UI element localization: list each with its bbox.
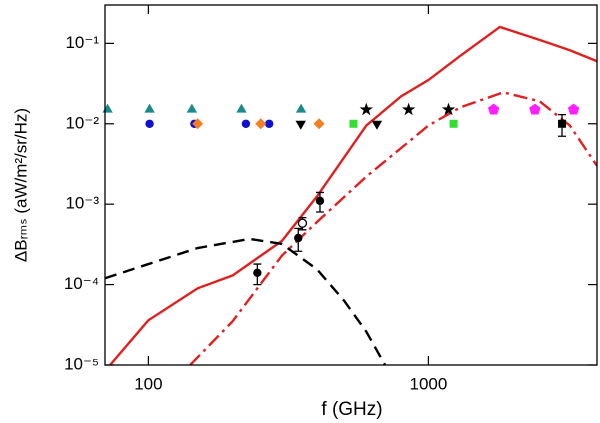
y-axis-label: ΔBᵣₘₛ (aW/m²/sr/Hz) (11, 108, 30, 262)
x-tick-label: 100 (134, 374, 162, 393)
marker (315, 196, 325, 206)
y-tick-label: 10⁻³ (65, 194, 99, 213)
y-tick-label: 10⁻⁵ (64, 354, 99, 373)
marker (241, 119, 251, 128)
marker (441, 102, 456, 116)
y-tick-label: 10⁻⁴ (64, 274, 99, 293)
y-tick-label: 10⁻¹ (65, 33, 99, 52)
curve (105, 237, 387, 365)
marker (295, 120, 306, 130)
marker (359, 102, 373, 116)
marker (236, 103, 247, 113)
marker (144, 103, 155, 113)
marker (567, 103, 580, 115)
marker (529, 103, 541, 115)
marker (401, 102, 416, 116)
marker (145, 119, 154, 128)
marker (253, 268, 262, 278)
curve (109, 25, 597, 365)
plot-frame (104, 4, 598, 366)
marker (297, 218, 308, 228)
marker (186, 103, 198, 113)
marker (294, 233, 303, 243)
marker (255, 118, 267, 130)
curve (189, 91, 597, 365)
marker (295, 103, 307, 113)
marker (192, 118, 204, 130)
y-tick-label: 10⁻² (65, 113, 99, 132)
marker (449, 119, 458, 128)
marker (349, 119, 358, 128)
x-axis-label: f (GHz) (321, 399, 382, 420)
marker (264, 119, 274, 128)
marker (313, 118, 325, 130)
marker (371, 120, 383, 130)
marker (487, 103, 500, 115)
x-tick-label: 1000 (409, 374, 447, 393)
marker (558, 119, 567, 128)
marker (102, 103, 113, 113)
